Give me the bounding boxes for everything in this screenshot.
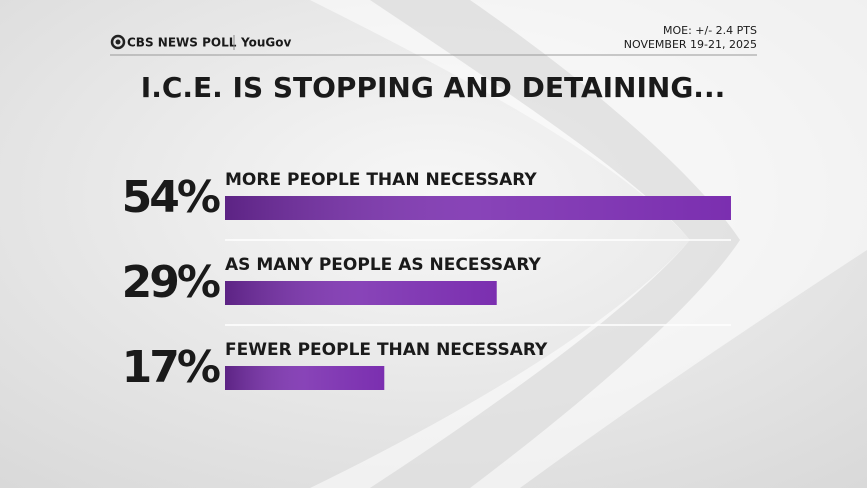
partner: YouGov bbox=[240, 36, 291, 50]
logo-eye bbox=[115, 39, 121, 45]
value-label: 29% bbox=[122, 257, 220, 308]
bar-shine bbox=[225, 366, 385, 390]
category-label: AS MANY PEOPLE AS NECESSARY bbox=[225, 255, 541, 275]
moe: MOE: +/- 2.4 PTS bbox=[663, 24, 757, 37]
value-label: 54% bbox=[122, 172, 220, 223]
category-label: FEWER PEOPLE THAN NECESSARY bbox=[225, 340, 548, 360]
swoosh bbox=[310, 0, 867, 488]
bar-shine bbox=[225, 196, 731, 220]
value-label: 17% bbox=[122, 342, 220, 393]
chart-title: I.C.E. IS STOPPING AND DETAINING... bbox=[141, 71, 725, 104]
swoosh bbox=[370, 0, 740, 488]
category-label: MORE PEOPLE THAN NECESSARY bbox=[225, 170, 537, 190]
logo-eye bbox=[110, 34, 126, 50]
brand: CBS NEWS POLL bbox=[127, 36, 237, 50]
bar-shine bbox=[225, 281, 497, 305]
dates: NOVEMBER 19-21, 2025 bbox=[624, 38, 757, 51]
